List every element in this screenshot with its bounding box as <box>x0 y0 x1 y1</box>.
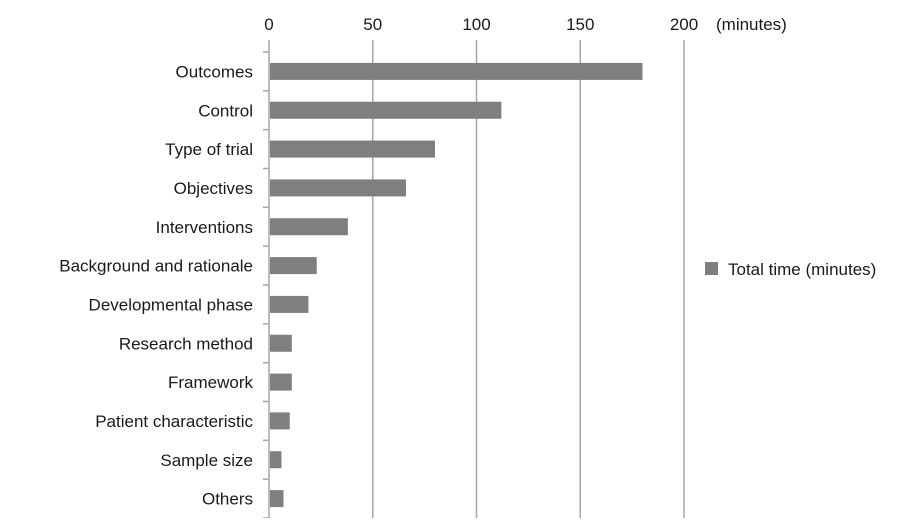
bar <box>270 451 282 469</box>
bar <box>270 412 290 430</box>
category-label: Sample size <box>160 451 253 470</box>
x-axis-unit-label: (minutes) <box>716 15 787 34</box>
category-label: Framework <box>168 373 254 392</box>
legend-label: Total time (minutes) <box>728 260 876 279</box>
bars <box>270 62 643 508</box>
bar <box>270 179 406 197</box>
category-labels: Outcomes Control Type of trial Objectives In… <box>59 62 253 508</box>
category-label: Background and rationale <box>59 257 253 276</box>
axes <box>263 40 270 519</box>
category-label: Developmental phase <box>89 295 253 314</box>
x-tick-label: 0 <box>264 15 273 34</box>
bar <box>270 490 284 508</box>
category-label: Patient characteristic <box>95 412 253 431</box>
legend-swatch <box>705 262 718 275</box>
category-label: Type of trial <box>165 140 253 159</box>
category-label: Research method <box>119 334 253 353</box>
category-label: Outcomes <box>176 62 253 81</box>
bar <box>270 101 502 119</box>
bar <box>270 140 435 158</box>
category-label: Objectives <box>174 179 253 198</box>
category-label: Others <box>202 490 253 509</box>
bar <box>270 257 317 275</box>
bar <box>270 62 643 80</box>
bar <box>270 373 292 391</box>
x-tick-label: 100 <box>462 15 490 34</box>
bar <box>270 218 348 236</box>
x-tick-labels: 0 50 100 150 200 <box>264 15 698 34</box>
category-label: Control <box>198 101 253 120</box>
x-tick-label: 150 <box>566 15 594 34</box>
bar <box>270 295 309 313</box>
category-label: Interventions <box>156 218 253 237</box>
x-tick-label: 50 <box>363 15 382 34</box>
bar <box>270 334 292 352</box>
legend: Total time (minutes) <box>705 260 876 279</box>
x-tick-label: 200 <box>670 15 698 34</box>
gridlines <box>372 40 685 518</box>
